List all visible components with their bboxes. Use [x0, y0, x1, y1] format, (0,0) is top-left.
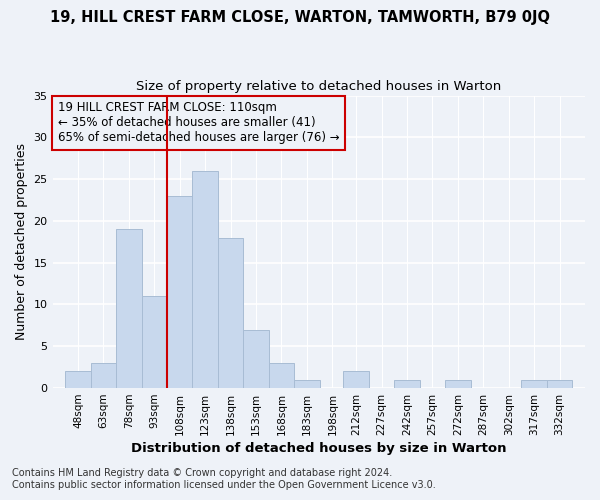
Text: 19, HILL CREST FARM CLOSE, WARTON, TAMWORTH, B79 0JQ: 19, HILL CREST FARM CLOSE, WARTON, TAMWO…	[50, 10, 550, 25]
Y-axis label: Number of detached properties: Number of detached properties	[15, 144, 28, 340]
Bar	[547, 380, 572, 388]
Bar	[116, 230, 142, 388]
Bar	[343, 372, 369, 388]
Bar	[445, 380, 470, 388]
Bar	[193, 171, 218, 388]
Bar	[218, 238, 244, 388]
X-axis label: Distribution of detached houses by size in Warton: Distribution of detached houses by size …	[131, 442, 506, 455]
Bar	[142, 296, 167, 388]
Bar	[91, 363, 116, 388]
Bar	[294, 380, 320, 388]
Text: 19 HILL CREST FARM CLOSE: 110sqm
← 35% of detached houses are smaller (41)
65% o: 19 HILL CREST FARM CLOSE: 110sqm ← 35% o…	[58, 102, 340, 144]
Bar	[167, 196, 193, 388]
Bar	[65, 372, 91, 388]
Bar	[269, 363, 294, 388]
Title: Size of property relative to detached houses in Warton: Size of property relative to detached ho…	[136, 80, 502, 93]
Bar	[244, 330, 269, 388]
Text: Contains HM Land Registry data © Crown copyright and database right 2024.
Contai: Contains HM Land Registry data © Crown c…	[12, 468, 436, 490]
Bar	[521, 380, 547, 388]
Bar	[394, 380, 419, 388]
